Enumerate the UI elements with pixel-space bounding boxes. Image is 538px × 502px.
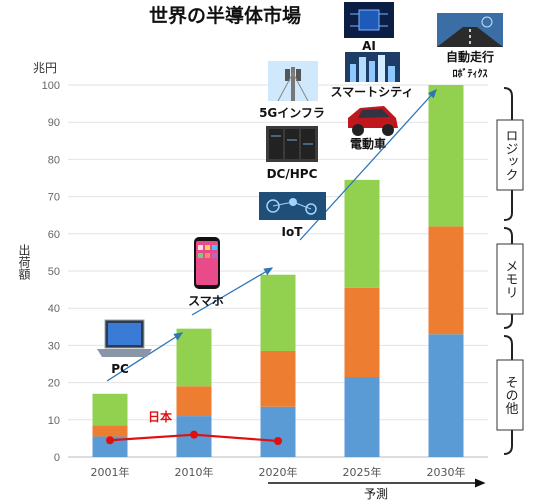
autonomous-driving-icon xyxy=(437,13,503,47)
japan-point-1 xyxy=(190,430,198,439)
growth-arrow-2 xyxy=(191,267,274,316)
y-tick-100: 100 xyxy=(42,80,60,92)
y-tick-20: 20 xyxy=(48,378,60,390)
bar-other-4 xyxy=(428,334,464,457)
japan-label: 日本 xyxy=(148,409,172,424)
annotation-iot: IoT xyxy=(282,225,304,239)
brace-box-logic xyxy=(496,119,524,191)
japan-point-0 xyxy=(106,436,114,445)
x-tick-3: 2025年 xyxy=(343,465,382,479)
x-tick-0: 2001年 xyxy=(91,465,130,479)
bar-memory-3 xyxy=(344,287,380,378)
annotation-smartcity: スマートシティ xyxy=(331,85,414,99)
brace-box-other xyxy=(496,359,524,431)
brace-label-other: その他 xyxy=(503,376,519,416)
y-tick-0: 0 xyxy=(54,452,60,464)
x-tick-2: 2020年 xyxy=(259,465,298,479)
y-tick-40: 40 xyxy=(48,303,60,315)
electric-car-icon xyxy=(348,106,398,136)
x-tick-labels: 2001年 2010年 2020年 2025年 2030年 xyxy=(91,465,466,479)
bar-memory-4 xyxy=(428,226,464,335)
y-tick-30: 30 xyxy=(48,340,60,352)
annotation-labels: PC スマホ IoT DC/HPC 5Gインフラ 電動車 スマートシティ AI … xyxy=(111,39,494,376)
city-icon xyxy=(345,52,400,82)
forecast-label: 予測 xyxy=(364,487,388,501)
brace-box-memory xyxy=(496,243,524,315)
ai-chip-icon xyxy=(344,2,394,38)
y-tick-50: 50 xyxy=(48,266,60,278)
x-tick-1: 2010年 xyxy=(175,465,214,479)
y-tick-10: 10 xyxy=(48,415,60,427)
japan-series xyxy=(106,430,282,446)
iot-icon xyxy=(259,192,326,220)
annotation-pc: PC xyxy=(111,362,129,376)
annotation-ev: 電動車 xyxy=(350,136,386,151)
smartphone-icon xyxy=(194,237,220,289)
y-tick-70: 70 xyxy=(48,192,60,204)
antenna-tower-icon xyxy=(268,61,318,102)
bar-logic-0 xyxy=(92,393,128,426)
annotation-dc-hpc: DC/HPC xyxy=(267,167,318,181)
x-tick-4: 2030年 xyxy=(427,465,466,479)
y-unit-label: 兆円 xyxy=(33,61,57,75)
server-rack-icon xyxy=(266,126,318,162)
bar-logic-4 xyxy=(428,85,464,227)
bar-other-2 xyxy=(260,406,296,457)
segment-brackets: ロジック メモリ その他 xyxy=(496,87,524,455)
bar-logic-2 xyxy=(260,274,296,351)
stacked-bars xyxy=(92,85,464,457)
bar-logic-1 xyxy=(176,328,212,387)
y-axis-label: 出荷額 xyxy=(17,244,31,281)
annotation-robotics: ﾛﾎﾞﾃｨｸｽ xyxy=(453,67,488,80)
annotation-ai: AI xyxy=(362,39,376,53)
bar-memory-1 xyxy=(176,386,212,417)
y-tick-60: 60 xyxy=(48,229,60,241)
bar-other-0 xyxy=(92,436,128,457)
y-tick-90: 90 xyxy=(48,117,60,129)
annotation-smartphone: スマホ xyxy=(188,294,224,308)
bar-logic-3 xyxy=(344,179,380,288)
y-tick-80: 80 xyxy=(48,154,60,166)
brace-label-memory: メモリ xyxy=(503,260,518,299)
annotation-5g: 5Gインフラ xyxy=(259,106,325,120)
bar-memory-0 xyxy=(92,425,128,437)
bar-memory-2 xyxy=(260,350,296,407)
laptop-icon xyxy=(97,319,152,357)
chart-title: 世界の半導体市場 xyxy=(149,4,301,27)
y-tick-labels: 0 10 20 30 40 50 60 70 80 90 100 xyxy=(42,80,60,464)
annotation-autonomous: 自動走行 xyxy=(446,49,494,64)
y-axis-label-text: 出荷額 xyxy=(17,244,31,281)
brace-label-logic: ロジック xyxy=(503,129,518,181)
japan-point-2 xyxy=(274,437,282,446)
bar-other-3 xyxy=(344,377,380,457)
